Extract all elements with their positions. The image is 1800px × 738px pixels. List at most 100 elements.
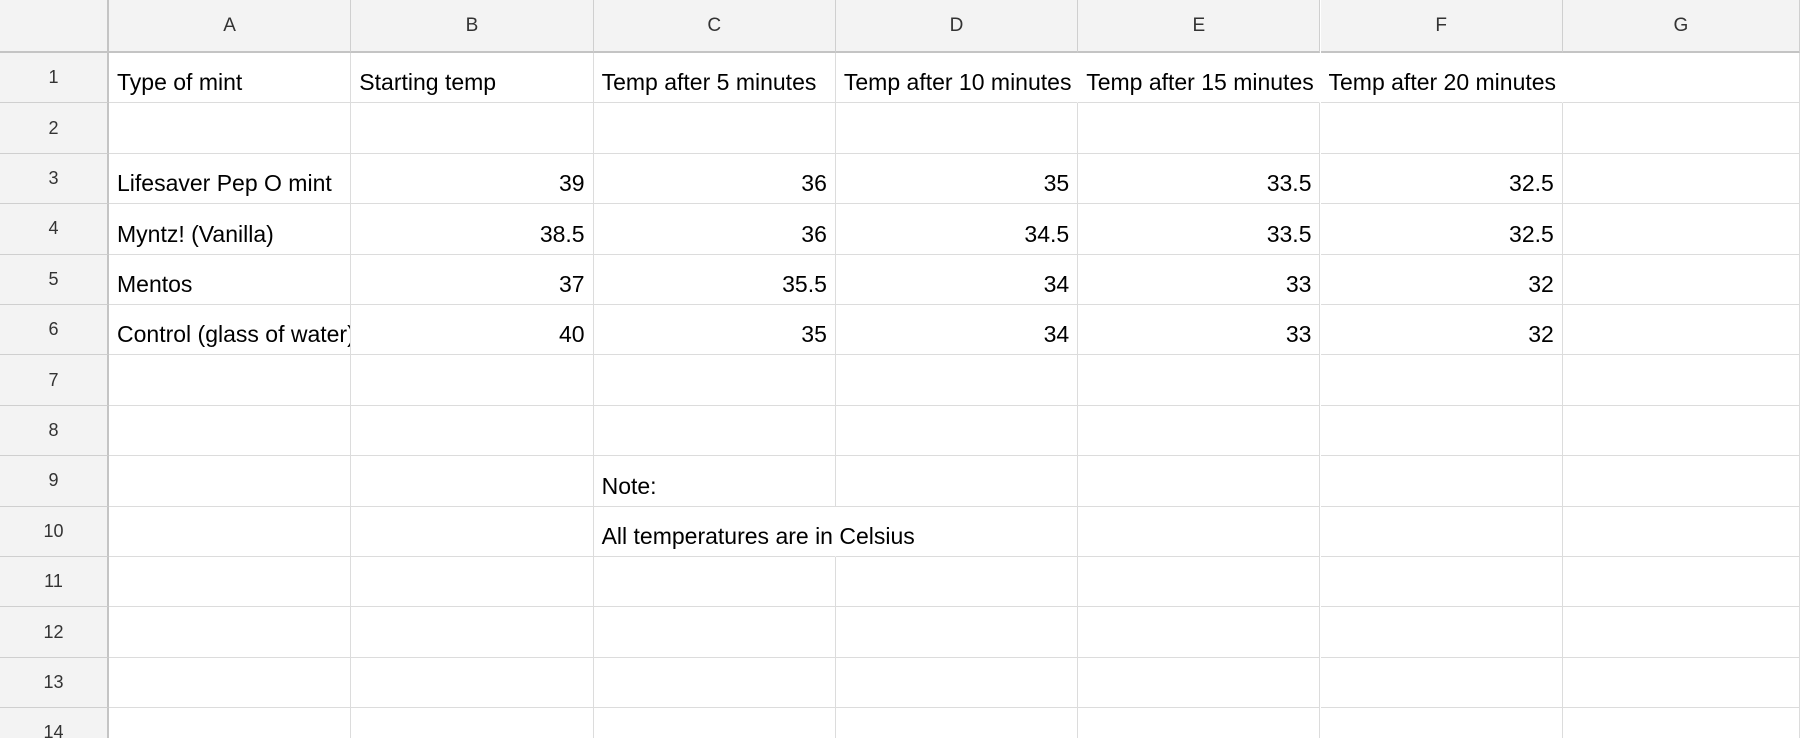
row-header-10[interactable]: 10 bbox=[0, 506, 109, 557]
column-header-c[interactable]: C bbox=[593, 0, 836, 53]
cell-c4[interactable]: 36 bbox=[593, 204, 836, 255]
column-header-f[interactable]: F bbox=[1320, 0, 1563, 53]
cell-d7[interactable] bbox=[835, 355, 1079, 406]
cell-e8[interactable] bbox=[1078, 405, 1321, 457]
cell-a11[interactable] bbox=[109, 557, 352, 608]
row-header-12[interactable]: 12 bbox=[0, 607, 109, 658]
cell-b6[interactable]: 40 bbox=[351, 305, 594, 356]
cell-g10[interactable] bbox=[1562, 506, 1800, 557]
cell-b10[interactable] bbox=[351, 506, 594, 557]
cell-f7[interactable] bbox=[1320, 355, 1563, 406]
cell-b8[interactable] bbox=[351, 405, 594, 457]
cell-f8[interactable] bbox=[1320, 405, 1563, 457]
cell-g7[interactable] bbox=[1562, 355, 1800, 406]
cell-d11[interactable] bbox=[835, 557, 1079, 608]
cell-a9[interactable] bbox=[109, 456, 352, 507]
cell-c10[interactable]: All temperatures are in Celsius bbox=[593, 507, 915, 557]
cell-c11[interactable] bbox=[593, 557, 836, 608]
cell-b2[interactable] bbox=[351, 103, 594, 154]
column-header-g[interactable]: G bbox=[1562, 0, 1800, 53]
cell-b12[interactable] bbox=[351, 607, 594, 658]
cell-f10[interactable] bbox=[1320, 506, 1563, 557]
cell-b4[interactable]: 38.5 bbox=[351, 204, 594, 255]
cell-f11[interactable] bbox=[1320, 557, 1563, 608]
cell-c5[interactable]: 35.5 bbox=[593, 254, 836, 305]
cell-d3[interactable]: 35 bbox=[835, 153, 1079, 205]
cell-e14[interactable] bbox=[1078, 708, 1321, 738]
cell-g5[interactable] bbox=[1562, 254, 1800, 305]
cell-a1[interactable]: Type of mint bbox=[109, 53, 352, 104]
cell-a5[interactable]: Mentos bbox=[109, 254, 352, 305]
cell-b14[interactable] bbox=[351, 708, 594, 738]
cell-d2[interactable] bbox=[835, 103, 1079, 154]
cell-c12[interactable] bbox=[593, 607, 836, 658]
cell-g11[interactable] bbox=[1562, 557, 1800, 608]
cell-b5[interactable]: 37 bbox=[351, 254, 594, 305]
cell-f1[interactable]: Temp after 20 minutes bbox=[1320, 53, 1563, 104]
cell-c14[interactable] bbox=[594, 708, 836, 738]
cell-b3[interactable]: 39 bbox=[351, 153, 594, 205]
cell-b9[interactable] bbox=[351, 456, 594, 507]
cell-a7[interactable] bbox=[109, 355, 352, 406]
cell-e3[interactable]: 33.5 bbox=[1078, 153, 1321, 205]
cell-d10[interactable] bbox=[835, 506, 1079, 557]
column-header-b[interactable]: B bbox=[351, 0, 594, 53]
cell-c1[interactable]: Temp after 5 minutes bbox=[593, 53, 836, 104]
cell-f2[interactable] bbox=[1320, 103, 1563, 154]
column-header-a[interactable]: A bbox=[109, 0, 352, 53]
cell-c13[interactable] bbox=[593, 657, 836, 709]
row-header-5[interactable]: 5 bbox=[0, 254, 109, 305]
row-header-4[interactable]: 4 bbox=[0, 204, 109, 255]
row-header-1[interactable]: 1 bbox=[0, 53, 109, 104]
cell-c7[interactable] bbox=[593, 355, 836, 406]
cell-d12[interactable] bbox=[835, 607, 1079, 658]
row-header-3[interactable]: 3 bbox=[0, 153, 109, 205]
cell-g13[interactable] bbox=[1562, 657, 1800, 709]
cell-e7[interactable] bbox=[1078, 355, 1321, 406]
column-header-d[interactable]: D bbox=[835, 0, 1079, 53]
cell-e10[interactable] bbox=[1078, 506, 1321, 557]
cell-e9[interactable] bbox=[1078, 456, 1321, 507]
cell-e4[interactable]: 33.5 bbox=[1078, 204, 1321, 255]
cell-d8[interactable] bbox=[835, 405, 1079, 457]
cell-f3[interactable]: 32.5 bbox=[1320, 153, 1563, 205]
column-header-e[interactable]: E bbox=[1078, 0, 1321, 53]
select-all-corner[interactable] bbox=[0, 0, 109, 53]
cell-g14[interactable] bbox=[1563, 708, 1800, 738]
row-header-9[interactable]: 9 bbox=[0, 456, 109, 507]
cell-d9[interactable] bbox=[835, 456, 1079, 507]
cell-g2[interactable] bbox=[1562, 103, 1800, 154]
cell-a6[interactable]: Control (glass of water) bbox=[109, 305, 352, 356]
cell-d5[interactable]: 34 bbox=[835, 254, 1079, 305]
cell-f13[interactable] bbox=[1320, 657, 1563, 709]
cell-f4[interactable]: 32.5 bbox=[1320, 204, 1563, 255]
cell-a13[interactable] bbox=[109, 657, 352, 709]
cell-a8[interactable] bbox=[109, 405, 352, 457]
row-header-13[interactable]: 13 bbox=[0, 657, 109, 709]
cell-d14[interactable] bbox=[836, 708, 1079, 738]
cell-a10[interactable] bbox=[109, 506, 352, 557]
cell-c2[interactable] bbox=[593, 103, 836, 154]
row-header-7[interactable]: 7 bbox=[0, 355, 109, 406]
cell-f6[interactable]: 32 bbox=[1320, 305, 1563, 356]
cell-g9[interactable] bbox=[1562, 456, 1800, 507]
cell-g3[interactable] bbox=[1562, 153, 1800, 205]
cell-f9[interactable] bbox=[1320, 456, 1563, 507]
cell-a4[interactable]: Myntz! (Vanilla) bbox=[109, 204, 352, 255]
cell-c3[interactable]: 36 bbox=[593, 153, 836, 205]
cell-b11[interactable] bbox=[351, 557, 594, 608]
cell-f5[interactable]: 32 bbox=[1320, 254, 1563, 305]
cell-f12[interactable] bbox=[1320, 607, 1563, 658]
cell-b7[interactable] bbox=[351, 355, 594, 406]
cell-g1[interactable] bbox=[1562, 53, 1800, 104]
cell-d13[interactable] bbox=[835, 657, 1079, 709]
cell-g12[interactable] bbox=[1562, 607, 1800, 658]
cell-a14[interactable] bbox=[109, 708, 352, 738]
cell-e11[interactable] bbox=[1078, 557, 1321, 608]
cell-e2[interactable] bbox=[1078, 103, 1321, 154]
cell-a2[interactable] bbox=[109, 103, 352, 154]
cell-g4[interactable] bbox=[1562, 204, 1800, 255]
cell-e6[interactable]: 33 bbox=[1078, 305, 1321, 356]
cell-c8[interactable] bbox=[593, 405, 836, 457]
